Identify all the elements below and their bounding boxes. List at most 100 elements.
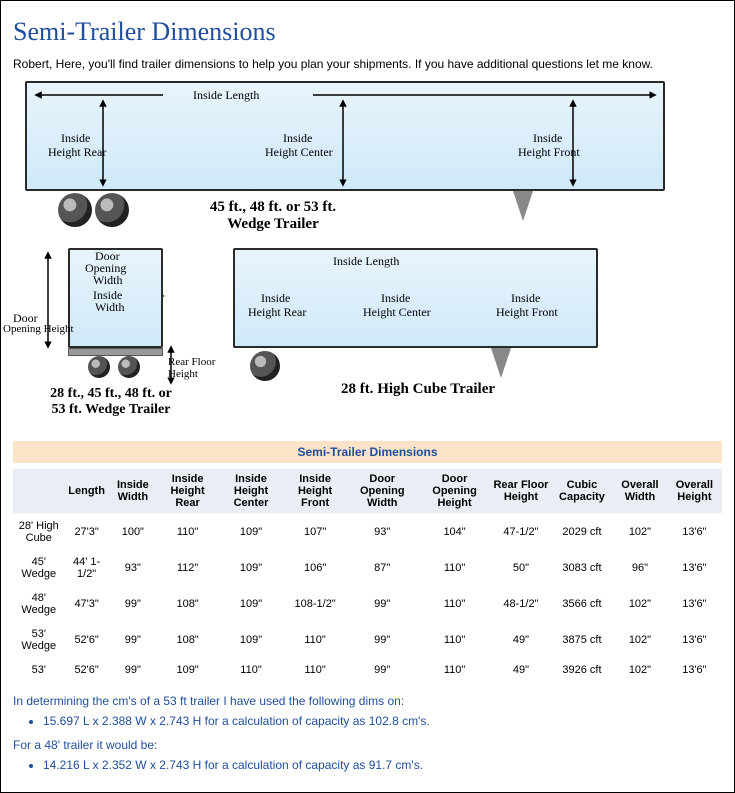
cell: 109" — [157, 658, 218, 682]
page-title: Semi-Trailer Dimensions — [13, 17, 722, 47]
rear-caption: 28 ft., 45 ft., 48 ft. or 53 ft. Wedge T… — [21, 386, 201, 418]
col-header: Overall Width — [613, 469, 667, 514]
col-header: Length — [65, 469, 109, 514]
rear-doh-2: Opening Height — [3, 323, 74, 335]
col-header: Inside Width — [109, 469, 157, 514]
short-caption: 28 ft. High Cube Trailer — [303, 381, 533, 398]
cell: 99" — [109, 622, 157, 658]
table-row: 53' Wedge52'6"99"108"109"110"99"110"49"3… — [13, 622, 722, 658]
notes-bullet-2: 14.216 L x 2.352 W x 2.743 H for a calcu… — [43, 756, 722, 774]
short-hf-2: Height Front — [496, 305, 558, 320]
cell: 2029 cft — [551, 514, 613, 551]
top-h-center-2: Height Center — [265, 145, 333, 160]
cell: 110" — [418, 658, 491, 682]
top-trailer-body — [25, 81, 665, 191]
row-label: 28' High Cube — [13, 514, 65, 551]
top-h-front-1: Inside — [533, 131, 562, 146]
cell: 109" — [218, 514, 284, 551]
top-h-front-2: Height Front — [518, 145, 580, 160]
short-support-leg — [491, 348, 511, 378]
cell: 110" — [284, 658, 347, 682]
notes-bullet-1: 15.697 L x 2.388 W x 2.743 H for a calcu… — [43, 712, 722, 730]
cell: 47-1/2" — [491, 514, 551, 551]
short-wheel-1 — [250, 351, 280, 381]
intro-text: Robert, Here, you'll find trailer dimens… — [13, 57, 722, 71]
cell: 3083 cft — [551, 550, 613, 586]
top-h-rear-1: Inside — [61, 131, 90, 146]
table-title: Semi-Trailer Dimensions — [13, 441, 722, 463]
table-body: 28' High Cube27'3"100"110"109"107"93"104… — [13, 514, 722, 683]
top-h-rear-2: Height Rear — [48, 145, 106, 160]
cell: 93" — [346, 514, 418, 551]
rear-wheel-1 — [88, 356, 110, 378]
rear-rf-1: Rear Floor — [168, 356, 215, 368]
cell: 52'6" — [65, 658, 109, 682]
cell: 48-1/2" — [491, 586, 551, 622]
rear-iw-2: Width — [95, 300, 125, 315]
cell: 3566 cft — [551, 586, 613, 622]
col-header: Inside Height Center — [218, 469, 284, 514]
cell: 99" — [346, 658, 418, 682]
cell: 102" — [613, 622, 667, 658]
cell: 102" — [613, 658, 667, 682]
cell: 107" — [284, 514, 347, 551]
cell: 13'6" — [667, 658, 722, 682]
top-h-center-1: Inside — [283, 131, 312, 146]
cell: 110" — [418, 586, 491, 622]
cell: 49" — [491, 658, 551, 682]
rear-wheel-2 — [118, 356, 140, 378]
col-header: Cubic Capacity — [551, 469, 613, 514]
cell: 102" — [613, 514, 667, 551]
cell: 3926 cft — [551, 658, 613, 682]
cell: 99" — [346, 622, 418, 658]
short-hc-1: Inside — [381, 291, 410, 306]
cell: 13'6" — [667, 550, 722, 586]
notes-section: In determining the cm's of a 53 ft trail… — [13, 692, 722, 774]
cell: 96" — [613, 550, 667, 586]
cell: 13'6" — [667, 514, 722, 551]
cell: 108-1/2" — [284, 586, 347, 622]
row-label: 53' Wedge — [13, 622, 65, 658]
short-inside-length: Inside Length — [333, 254, 399, 269]
top-wheel-2 — [95, 193, 129, 227]
cell: 99" — [346, 586, 418, 622]
table-row: 48' Wedge47'3"99"108"109"108-1/2"99"110"… — [13, 586, 722, 622]
row-label: 45' Wedge — [13, 550, 65, 586]
cell: 27'3" — [65, 514, 109, 551]
short-hr-1: Inside — [261, 291, 290, 306]
rear-caption-l2: 53 ft. Wedge Trailer — [52, 402, 171, 417]
cell: 13'6" — [667, 586, 722, 622]
row-label: 48' Wedge — [13, 586, 65, 622]
diagram-area: Inside Length Inside Height Rear Inside … — [13, 81, 722, 441]
table-header: LengthInside WidthInside Height RearInsi… — [13, 469, 722, 514]
row-label: 53' — [13, 658, 65, 682]
cell: 87" — [346, 550, 418, 586]
col-header — [13, 469, 65, 514]
col-header: Inside Height Front — [284, 469, 347, 514]
cell: 110" — [157, 514, 218, 551]
cell: 109" — [218, 550, 284, 586]
cell: 110" — [418, 550, 491, 586]
top-inside-length-label: Inside Length — [193, 88, 259, 103]
cell: 44' 1-1/2" — [65, 550, 109, 586]
rear-rf-2: Height — [168, 368, 198, 380]
cell: 47'3" — [65, 586, 109, 622]
col-header: Overall Height — [667, 469, 722, 514]
cell: 13'6" — [667, 622, 722, 658]
cell: 52'6" — [65, 622, 109, 658]
cell: 110" — [418, 622, 491, 658]
rear-caption-l1: 28 ft., 45 ft., 48 ft. or — [50, 386, 172, 401]
notes-line-2: For a 48' trailer it would be: — [13, 736, 722, 754]
cell: 110" — [284, 622, 347, 658]
top-caption-l2: Wedge Trailer — [227, 216, 319, 232]
table-row: 53'52'6"99"109"110"110"99"110"49"3926 cf… — [13, 658, 722, 682]
cell: 108" — [157, 622, 218, 658]
cell: 50" — [491, 550, 551, 586]
rear-floor-bar — [68, 348, 163, 356]
top-support-leg — [513, 191, 533, 221]
cell: 104" — [418, 514, 491, 551]
cell: 110" — [218, 658, 284, 682]
cell: 102" — [613, 586, 667, 622]
short-hc-2: Height Center — [363, 305, 431, 320]
cell: 112" — [157, 550, 218, 586]
